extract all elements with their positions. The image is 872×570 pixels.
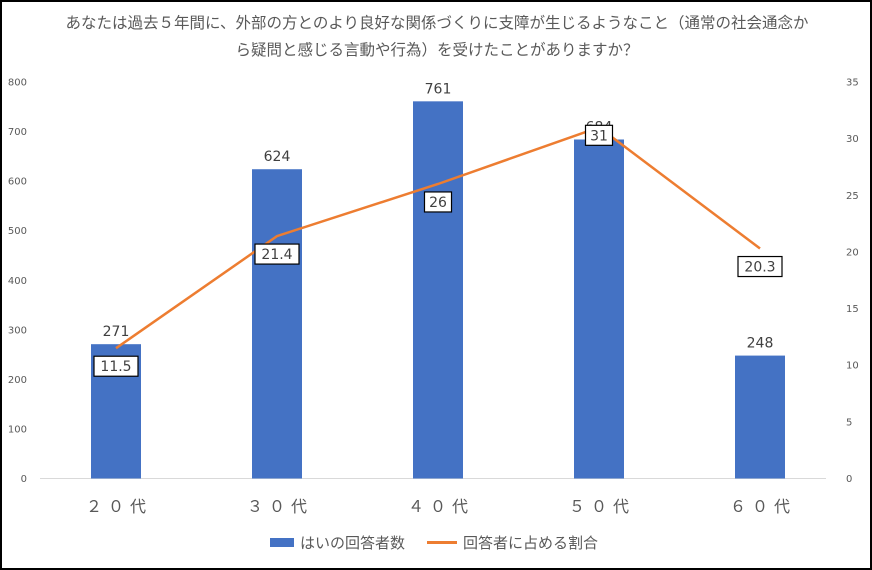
bar-value-label: 761: [425, 81, 452, 97]
legend-line-label: 回答者に占める割合: [463, 533, 599, 552]
legend-item-line: 回答者に占める割合: [427, 532, 598, 553]
left-tick-label: 500: [8, 226, 27, 237]
left-tick-label: 300: [8, 325, 27, 336]
left-tick-label: 400: [8, 276, 27, 287]
right-tick-label: 20: [846, 247, 859, 258]
bar: [735, 355, 785, 479]
right-tick-label: 25: [846, 191, 859, 202]
line-label-text: 31: [590, 128, 608, 144]
line-label-text: 11.5: [100, 359, 131, 375]
bar: [252, 169, 302, 479]
legend-bar-swatch: [269, 537, 294, 547]
left-tick-label: 0: [21, 474, 27, 485]
legend-item-bars: はいの回答者数: [269, 532, 405, 553]
category-labels: ２０代 ３０代 ４０代 ５０代 ６０代: [86, 497, 796, 516]
left-tick-label: 800: [8, 78, 27, 89]
bar-value-label: 624: [264, 149, 291, 165]
category-label: ４０代: [408, 497, 474, 516]
bar: [574, 139, 624, 479]
line-value-label: 26: [423, 191, 453, 213]
right-tick-label: 35: [846, 78, 859, 89]
line-value-label: 31: [584, 124, 614, 146]
left-tick-label: 100: [8, 424, 27, 435]
right-tick-label: 30: [846, 134, 859, 145]
right-tick-label: 0: [846, 474, 852, 485]
bar: [413, 101, 463, 479]
line-value-label: 20.3: [737, 255, 783, 278]
category-label: ６０代: [730, 497, 796, 516]
line-value-label: 11.5: [93, 355, 139, 377]
category-label: ５０代: [569, 497, 635, 516]
right-tick-label: 15: [846, 304, 859, 315]
left-tick-label: 700: [8, 127, 27, 138]
bar-value-label: 248: [747, 336, 774, 352]
right-tick-label: 10: [846, 361, 859, 372]
category-label: ２０代: [86, 497, 152, 516]
line-value-label: 21.4: [254, 243, 300, 265]
line-label-box: [93, 355, 139, 377]
line-label-box: [584, 124, 614, 146]
bar-value-label: 271: [103, 324, 130, 340]
category-label: ３０代: [247, 497, 313, 516]
line-value-labels: 11.5 21.4 26 31 20.3: [93, 124, 783, 377]
right-axis-ticks: 0 5 10 15 20 25 30 35: [846, 78, 859, 486]
legend: はいの回答者数 回答者に占める割合: [0, 530, 868, 554]
legend-bar-label: はいの回答者数: [299, 533, 405, 552]
bar-series: [91, 101, 785, 479]
line-label-box: [254, 243, 300, 265]
left-axis-ticks: 0 100 200 300 400 500 600 700 800: [8, 78, 27, 486]
left-tick-label: 200: [8, 375, 27, 386]
line-label-text: 20.3: [744, 260, 775, 276]
line-label-box: [737, 255, 783, 278]
chart-title: あなたは過去５年間に、外部の方とのより良好な関係づくりに支障が生じるようなこと（…: [65, 14, 809, 59]
line-label-text: 21.4: [261, 247, 292, 263]
line-label-text: 26: [429, 195, 447, 211]
legend-line-swatch: [427, 540, 457, 544]
right-tick-label: 5: [846, 417, 852, 428]
ratio-line: [115, 125, 761, 350]
line-label-box: [423, 191, 453, 213]
left-tick-label: 600: [8, 177, 27, 188]
